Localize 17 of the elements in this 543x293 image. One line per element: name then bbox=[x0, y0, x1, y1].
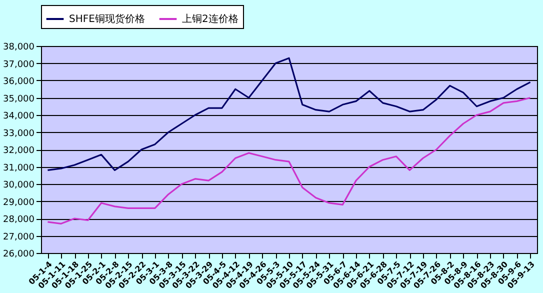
y-tick-label: 35,000 bbox=[3, 94, 35, 104]
y-tick-label: 29,000 bbox=[3, 198, 35, 208]
legend-label: 上铜2连价格 bbox=[182, 13, 238, 25]
line-series bbox=[46, 57, 532, 171]
legend-label: SHFE铜现货价格 bbox=[69, 13, 145, 25]
y-tick-label: 31,000 bbox=[3, 163, 35, 174]
y-tick-label: 32,000 bbox=[3, 146, 35, 156]
line-series bbox=[46, 96, 532, 224]
y-tick-label: 36,000 bbox=[3, 77, 35, 87]
y-tick-label: 37,000 bbox=[3, 60, 35, 70]
y-tick-label: 28,000 bbox=[3, 215, 35, 225]
y-tick-label: 27,000 bbox=[3, 232, 35, 242]
y-tick-label: 33,000 bbox=[3, 128, 35, 139]
y-tick-label: 34,000 bbox=[3, 112, 35, 122]
y-tick-label: 30,000 bbox=[3, 180, 35, 190]
y-tick-label: 26,000 bbox=[3, 250, 35, 260]
y-tick-label: 38,000 bbox=[3, 42, 35, 52]
